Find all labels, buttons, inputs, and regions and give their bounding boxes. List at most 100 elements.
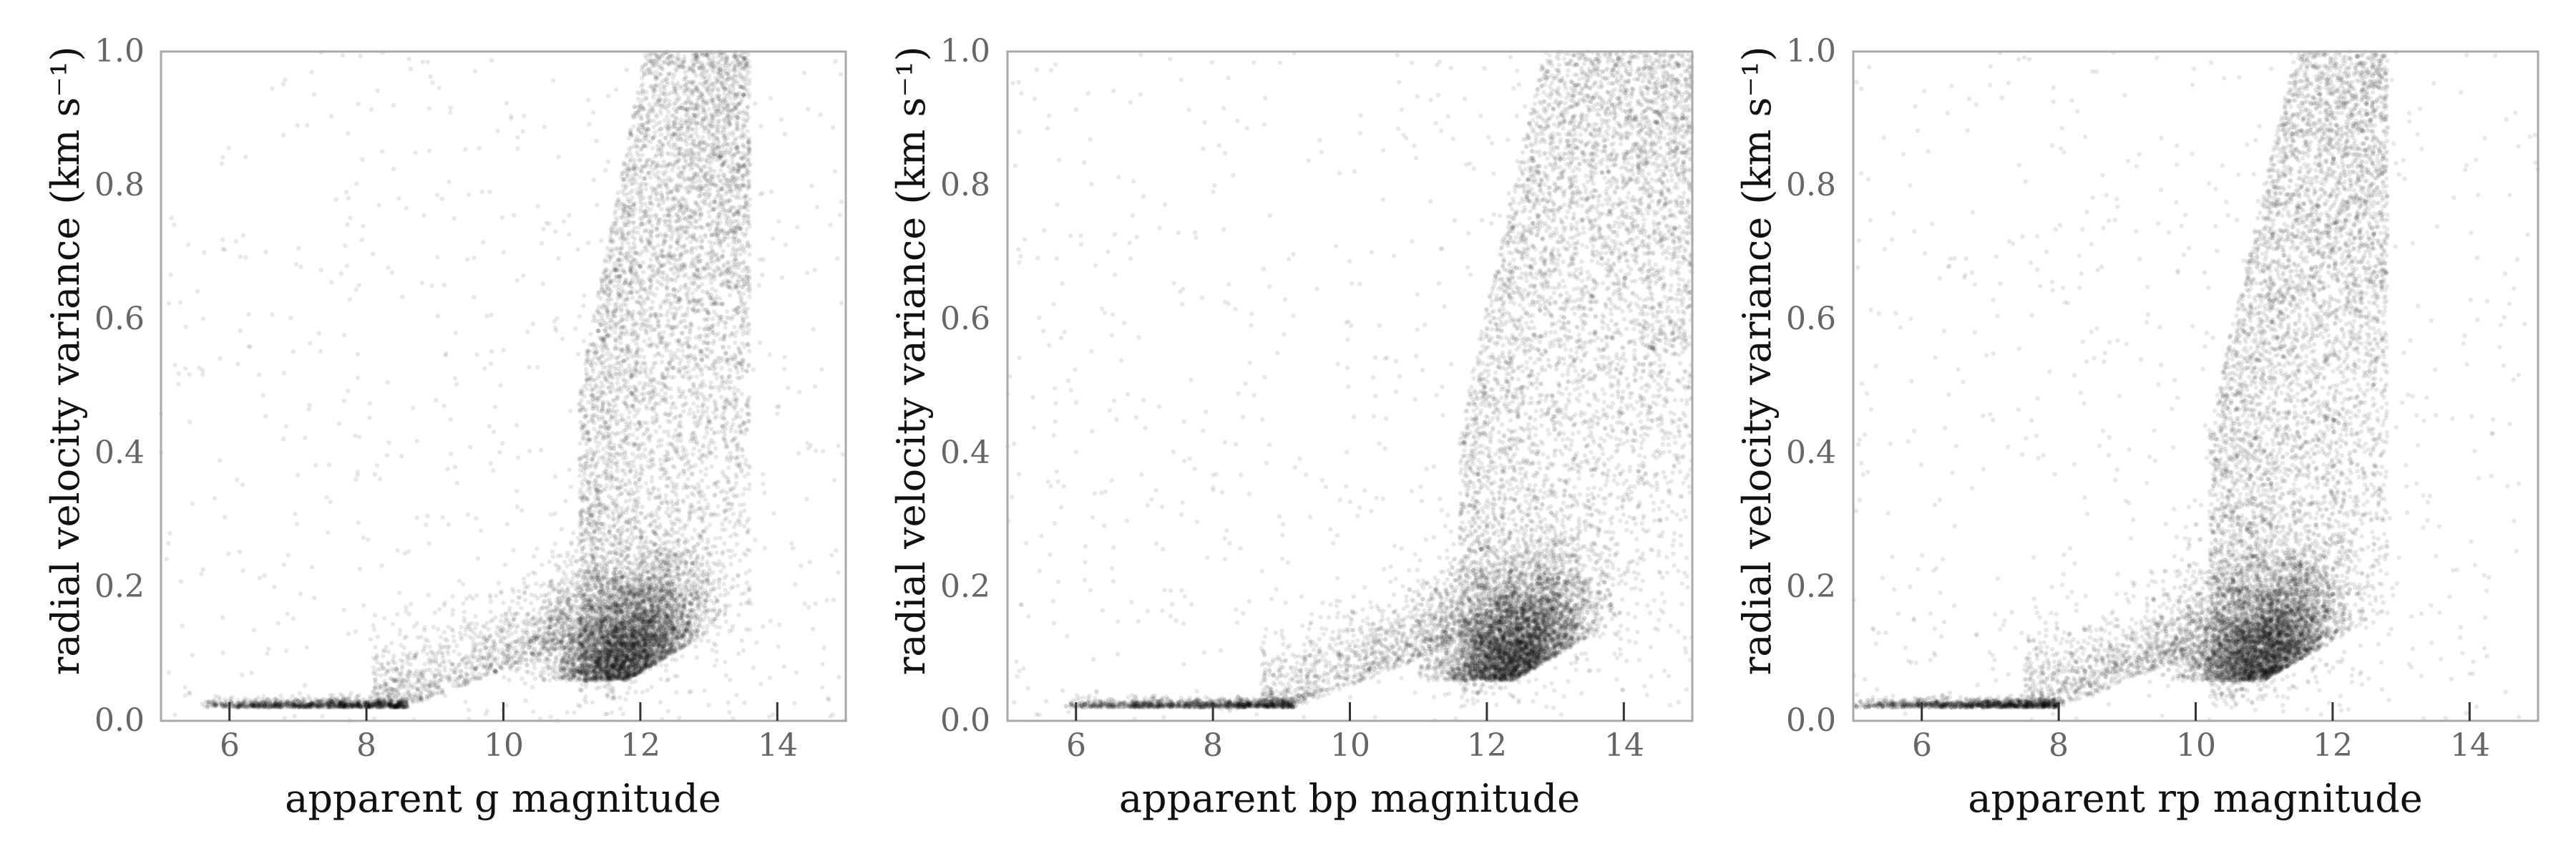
scatter-point xyxy=(385,688,390,693)
scatter-point xyxy=(767,352,772,357)
scatter-point xyxy=(357,566,363,571)
scatter-point xyxy=(370,251,376,256)
scatter-point xyxy=(689,261,695,266)
scatter-point xyxy=(540,241,545,246)
scatter-point xyxy=(474,621,479,626)
scatter-point xyxy=(471,641,477,646)
scatter-point xyxy=(326,462,332,467)
scatter-point xyxy=(674,538,680,543)
scatter-point xyxy=(399,643,404,648)
scatter-point xyxy=(370,699,375,704)
scatter-point xyxy=(441,282,447,288)
scatter-point xyxy=(477,676,482,681)
scatter-point xyxy=(413,671,418,676)
scatter-point xyxy=(839,301,844,306)
scatter-point xyxy=(542,124,547,130)
scatter-point xyxy=(457,662,462,667)
scatter-point xyxy=(395,612,400,617)
scatter-point xyxy=(220,237,225,243)
scatter-point xyxy=(187,419,192,424)
scatter-point xyxy=(255,701,260,707)
scatter-point xyxy=(665,506,670,511)
scatter-point xyxy=(460,581,466,587)
scatter-point xyxy=(443,636,448,642)
scatter-point xyxy=(432,684,437,689)
scatter-point xyxy=(374,462,380,468)
scatter-point xyxy=(463,147,468,152)
scatter-point xyxy=(732,553,737,558)
scatter-point xyxy=(708,581,713,586)
scatter-point xyxy=(355,469,361,475)
scatter-point xyxy=(464,624,469,630)
scatter-point xyxy=(538,447,544,453)
y-tick-label: 0.6 xyxy=(94,301,145,337)
scatter-point xyxy=(575,247,580,252)
scatter-point xyxy=(436,607,442,612)
scatter-point xyxy=(779,117,784,122)
scatter-point xyxy=(751,665,756,670)
scatter-point xyxy=(278,693,283,698)
scatter-point xyxy=(355,472,360,478)
scatter-point xyxy=(305,122,310,128)
scatter-point xyxy=(613,266,618,272)
scatter-point xyxy=(304,645,309,650)
scatter-point xyxy=(515,146,520,151)
scatter-point xyxy=(454,382,459,387)
scatter-point xyxy=(669,266,675,271)
scatter-point xyxy=(504,100,509,106)
scatter-point xyxy=(602,712,608,717)
scatter-point xyxy=(405,704,410,709)
scatter-point xyxy=(736,265,741,271)
scatter-point xyxy=(567,213,572,218)
scatter-point xyxy=(520,273,526,278)
scatter-point xyxy=(439,650,445,655)
scatter-point xyxy=(296,472,301,477)
scatter-point xyxy=(753,101,758,106)
scatter-point xyxy=(450,593,455,599)
scatter-point xyxy=(813,601,818,606)
scatter-point xyxy=(449,667,454,672)
scatter-point xyxy=(681,155,686,160)
scatter-point xyxy=(832,169,838,174)
scatter-point xyxy=(251,627,256,633)
scatter-point xyxy=(483,645,489,650)
scatter-point xyxy=(220,615,225,620)
scatter-point xyxy=(628,492,633,498)
scatter-point xyxy=(492,668,497,673)
scatter-point xyxy=(679,62,684,67)
scatter-point xyxy=(441,603,447,608)
scatter-point xyxy=(454,643,459,649)
scatter-point xyxy=(595,328,600,334)
scatter-point xyxy=(379,705,384,710)
scatter-point xyxy=(733,472,739,477)
scatter-point xyxy=(378,686,383,691)
scatter-point xyxy=(312,595,317,601)
scatter-point xyxy=(282,715,287,720)
scatter-point xyxy=(496,581,501,586)
scatter-point xyxy=(814,448,819,453)
scatter-point xyxy=(502,641,507,646)
scatter-point xyxy=(581,303,586,309)
scatter-point xyxy=(489,661,494,666)
scatter-point xyxy=(185,242,191,247)
scatter-point xyxy=(678,414,683,419)
scatter-point xyxy=(409,685,414,690)
scatter-point xyxy=(588,574,593,579)
scatter-point xyxy=(618,706,623,712)
scatter-point xyxy=(450,608,455,613)
scatter-point xyxy=(427,667,433,672)
scatter-point xyxy=(575,351,581,356)
scatter-point xyxy=(514,625,519,630)
scatter-point xyxy=(665,279,670,284)
scatter-point xyxy=(190,501,195,506)
scatter-point xyxy=(512,213,517,218)
scatter-point xyxy=(520,635,525,640)
scatter-point xyxy=(445,649,450,654)
scatter-point xyxy=(820,685,825,690)
scatter-point xyxy=(805,107,811,112)
scatter-point xyxy=(436,663,441,668)
scatter-point xyxy=(213,694,218,699)
scatter-point xyxy=(491,467,496,473)
scatter-point xyxy=(255,695,261,700)
scatter-point xyxy=(565,710,570,715)
